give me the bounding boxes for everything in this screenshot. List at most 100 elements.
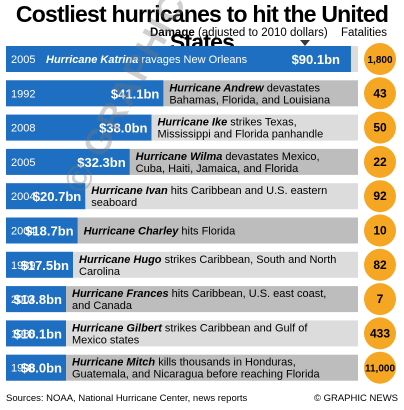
bar (6, 46, 351, 72)
hurricane-name: Hurricane Mitch (72, 357, 155, 369)
year-label: 2004 (11, 294, 35, 306)
hurricane-name: Hurricane Charley (84, 226, 180, 238)
bar (6, 320, 66, 347)
fatalities-header: Fatalities (341, 27, 388, 39)
hurricane-name: Hurricane Ivan (91, 185, 168, 197)
fatality-circle (364, 317, 396, 350)
hurricane-desc: seaboard (91, 197, 137, 209)
bar (6, 251, 74, 278)
year-label: 2004 (11, 226, 35, 238)
hurricane-desc: Mississippi and Florida panhandle (157, 129, 323, 141)
year-label: 1989 (11, 260, 35, 272)
value-label: $20.7bn (33, 189, 81, 204)
year-label: 1998 (11, 363, 35, 375)
fatality-circle (364, 111, 396, 144)
damage-note: (adjusted to 2010 dollars) (197, 27, 328, 39)
value-label: $38.0bn (99, 121, 147, 136)
bar (6, 148, 130, 175)
year-label: 2005 (11, 157, 35, 169)
credit-note: © GRAPHIC NEWS (313, 393, 398, 404)
year-label: 2008 (11, 123, 35, 135)
fatality-value: 50 (373, 121, 387, 135)
description-line: and Canada (72, 300, 133, 312)
fatality-value: 7 (377, 292, 384, 306)
damage-label: Damage (150, 27, 195, 39)
description-line: Hurricane Ivan hits Caribbean and U.S. e… (91, 185, 327, 197)
fatality-circle (364, 43, 396, 75)
description-line: Hurricane Hugo strikes Caribbean, South … (79, 254, 336, 266)
chart-title: Costliest hurricanes to hit the United S… (15, 1, 389, 55)
fatality-value: 10 (373, 224, 387, 238)
hurricane-desc: strikes Caribbean and Gulf of (162, 322, 308, 334)
year-label: 1988 (11, 328, 35, 340)
hurricane-name: Hurricane Frances (72, 288, 169, 300)
bar (6, 183, 86, 210)
hurricane-desc: Guatemala, and Nicaragua before reaching… (72, 369, 321, 381)
description-line: Carolina (79, 266, 121, 278)
hurricane-desc: devastates Mexico, (222, 151, 319, 163)
bar (6, 217, 78, 244)
description-line: Mississippi and Florida panhandle (157, 129, 323, 141)
hurricane-desc: Mexico states (72, 334, 140, 346)
hurricane-desc: ravages New Orleans (138, 54, 247, 66)
fatality-value: 92 (373, 189, 387, 203)
value-label: $13.8bn (14, 292, 62, 307)
fatality-value: 22 (373, 155, 387, 169)
hurricane-name: Hurricane Wilma (136, 151, 223, 163)
hurricane-name: Hurricane Hugo (79, 254, 162, 266)
value-label: $17.5bn (21, 258, 69, 273)
description: Hurricane Katrina ravages New Orleans (46, 54, 248, 66)
description-line: Hurricane Andrew devastates (169, 82, 320, 94)
year-label: 2004 (11, 191, 35, 203)
hurricane-desc: devastates (264, 82, 321, 94)
hurricane-desc: kills thousands in Honduras, (155, 357, 296, 369)
bar (6, 286, 66, 313)
description-line: seaboard (91, 197, 137, 209)
fatality-circle (364, 214, 396, 247)
description-line: Hurricane Wilma devastates Mexico, (136, 151, 320, 163)
fatality-value: 1,800 (367, 55, 392, 66)
hurricane-desc: Carolina (79, 266, 121, 278)
hurricane-desc: hits Caribbean and U.S. eastern (168, 185, 328, 197)
bar (6, 354, 66, 381)
description-line: Hurricane Ike strikes Texas, (157, 117, 296, 129)
bar (6, 114, 152, 141)
hurricane-desc: hits Florida (178, 226, 236, 238)
fatality-circle (364, 77, 396, 110)
fatality-circle (364, 180, 396, 213)
hurricane-desc: strikes Caribbean, South and North (162, 254, 337, 266)
hurricane-name: Hurricane Katrina (46, 54, 138, 66)
fatality-circle (364, 248, 396, 281)
damage-arrow-icon (300, 40, 310, 46)
description-line: Hurricane Frances hits Caribbean, U.S. e… (72, 288, 326, 300)
fatality-value: 11,000 (365, 364, 395, 375)
fatality-circle (364, 351, 396, 384)
description-line: Hurricane Mitch kills thousands in Hondu… (72, 357, 296, 369)
value-label: $32.3bn (77, 155, 125, 170)
description-line: Mexico states (72, 334, 140, 346)
hurricane-desc: Bahamas, Florida, and Louisiana (169, 94, 331, 106)
hurricane-desc: Cuba, Haiti, Jamaica, and Florida (136, 163, 300, 175)
description-line: Hurricane Gilbert strikes Caribbean and … (72, 322, 308, 334)
hurricane-name: Hurricane Andrew (169, 82, 265, 94)
hurricane-desc: hits Caribbean, U.S. east coast, (169, 288, 327, 300)
description-line: Bahamas, Florida, and Louisiana (169, 94, 331, 106)
value-label: $10.1bn (14, 326, 62, 341)
value-label: $90.1bn (292, 52, 340, 67)
fatality-value: 43 (373, 86, 387, 100)
hurricane-desc: strikes Texas, (227, 117, 297, 129)
fatality-value: 433 (370, 326, 390, 340)
description-line: Hurricane Charley hits Florida (84, 226, 237, 238)
damage-header: Damage (adjusted to 2010 dollars) (150, 27, 328, 39)
fatality-circle (364, 145, 396, 178)
hurricane-desc: and Canada (72, 300, 133, 312)
year-label: 2005 (11, 54, 35, 66)
year-label: 1992 (11, 88, 35, 100)
value-label: $41.1bn (111, 86, 159, 101)
fatality-circle (364, 283, 396, 316)
description-line: Cuba, Haiti, Jamaica, and Florida (136, 163, 300, 175)
source-note: Sources: NOAA, National Hurricane Center… (6, 393, 248, 404)
value-label: $8.0bn (21, 361, 62, 376)
value-label: $18.7bn (25, 224, 73, 239)
hurricane-name: Hurricane Gilbert (72, 322, 163, 334)
